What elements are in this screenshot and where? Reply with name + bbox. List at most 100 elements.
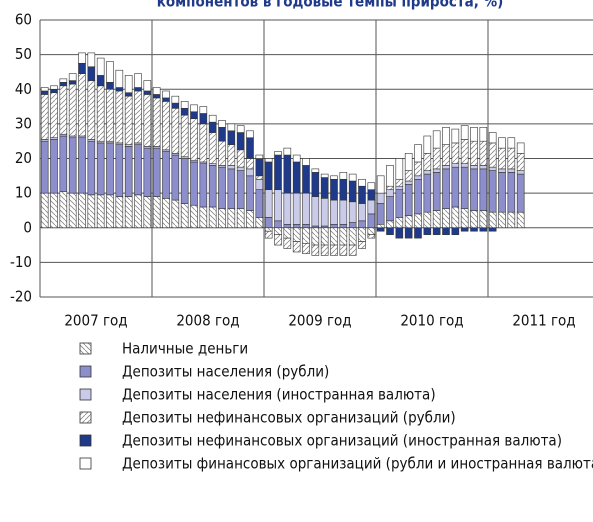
- bar-segment: [199, 206, 208, 229]
- bar-segment: [404, 180, 413, 185]
- bar-segment: [395, 185, 404, 190]
- legend-label: Депозиты нефинансовых организаций (иност…: [122, 432, 562, 450]
- bar-segment: [498, 172, 506, 213]
- bar-segment: [395, 217, 404, 229]
- bar-segment: [180, 114, 189, 158]
- bar-segment: [283, 192, 292, 225]
- bar-segment: [124, 92, 133, 97]
- bar-segment: [311, 172, 320, 197]
- bar-segment: [236, 208, 245, 229]
- bar-segment: [190, 118, 198, 161]
- bar-segment: [162, 198, 170, 229]
- bar-segment: [451, 227, 460, 235]
- bar-segment: [470, 140, 478, 166]
- bar-segment: [274, 220, 282, 229]
- bar-segment: [302, 227, 310, 244]
- bar-segment: [124, 95, 133, 145]
- bar-segment: [460, 208, 469, 229]
- bar-segment: [376, 203, 385, 225]
- bar-segment: [180, 203, 189, 229]
- bar-segment: [376, 175, 385, 194]
- bar-segment: [460, 139, 469, 164]
- bar-segment: [283, 154, 292, 194]
- bar-segment: [199, 123, 208, 163]
- bar-segment: [302, 223, 310, 229]
- x-tick-label: 2007 год: [64, 312, 127, 330]
- bar-segment: [442, 168, 450, 210]
- bar-segment: [302, 192, 310, 225]
- bar-segment: [152, 94, 161, 99]
- bar-segment: [68, 192, 77, 229]
- bar-segment: [311, 227, 320, 246]
- bar-segment: [87, 140, 96, 196]
- bar-segment: [479, 227, 488, 232]
- bar-segment: [367, 213, 376, 229]
- bar-segment: [218, 120, 226, 128]
- bar-segment: [432, 147, 441, 170]
- bar-segment: [423, 153, 432, 171]
- bar-segment: [451, 163, 460, 168]
- bar-segment: [376, 227, 385, 232]
- bar-segment: [311, 168, 320, 173]
- bar-segment: [78, 192, 86, 229]
- bar-segment: [479, 140, 488, 166]
- bar-segment: [404, 227, 413, 239]
- bar-segment: [78, 62, 86, 74]
- bar-segment: [264, 230, 273, 239]
- bar-segment: [442, 165, 450, 170]
- legend-swatch: [79, 342, 92, 355]
- bar-segment: [516, 170, 525, 175]
- bar-segment: [488, 227, 497, 232]
- y-tick-label: 10: [15, 184, 32, 202]
- bar-segment: [386, 196, 394, 222]
- bar-segment: [479, 168, 488, 211]
- bar-segment: [292, 161, 301, 194]
- bar-segment: [414, 175, 422, 180]
- bar-segment: [218, 140, 226, 166]
- bar-segment: [414, 144, 422, 163]
- bar-segment: [190, 104, 198, 113]
- bar-segment: [423, 135, 432, 154]
- bar-segment: [180, 158, 189, 204]
- bar-segment: [432, 210, 441, 229]
- bar-segment: [292, 192, 301, 225]
- bar-segment: [339, 244, 348, 256]
- bar-segment: [283, 227, 292, 239]
- bar-segment: [236, 132, 245, 151]
- bar-segment: [432, 172, 441, 211]
- bar-segment: [208, 132, 217, 164]
- bar-segment: [423, 170, 432, 175]
- bar-segment: [134, 73, 142, 88]
- bar-segment: [190, 204, 198, 229]
- bar-segment: [162, 151, 170, 199]
- bar-segment: [134, 87, 142, 92]
- bar-segment: [348, 173, 357, 182]
- bar-segment: [227, 123, 236, 132]
- legend-label: Депозиты нефинансовых организаций (рубли…: [122, 409, 456, 427]
- bar-segment: [311, 244, 320, 256]
- bar-segment: [143, 90, 152, 95]
- bar-segment: [274, 151, 282, 156]
- bar-segment: [460, 125, 469, 140]
- bar-segment: [488, 132, 497, 144]
- bar-segment: [171, 102, 180, 109]
- bar-segment: [246, 137, 254, 159]
- bar-segment: [264, 161, 273, 190]
- bar-segment: [292, 154, 301, 163]
- bar-segment: [124, 75, 133, 94]
- bar-segment: [115, 90, 124, 144]
- bar-segment: [423, 227, 432, 235]
- bar-segment: [264, 227, 273, 232]
- bar-segment: [348, 244, 357, 256]
- bar-segment: [395, 158, 404, 180]
- bar-segment: [330, 175, 338, 180]
- bar-segment: [498, 211, 506, 229]
- bar-segment: [498, 137, 506, 149]
- bar-segment: [143, 147, 152, 197]
- bar-segment: [227, 208, 236, 229]
- bar-segment: [274, 234, 282, 246]
- bar-segment: [40, 87, 49, 92]
- bar-segment: [516, 173, 525, 213]
- bar-segment: [330, 227, 338, 246]
- y-tick-label: -20: [10, 288, 32, 306]
